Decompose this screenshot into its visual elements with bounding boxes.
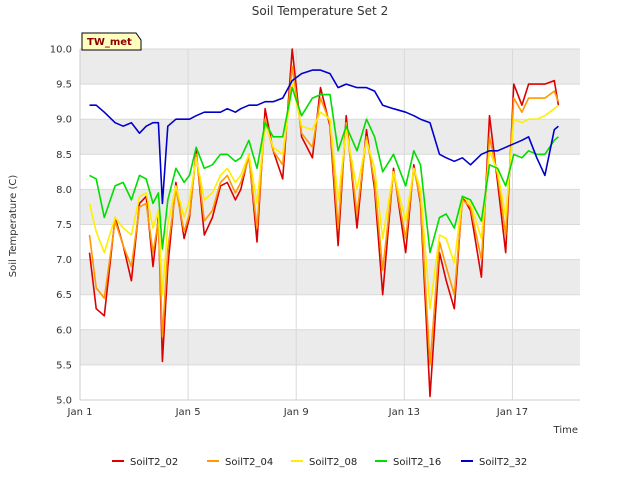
x-tick-label: Jan 9: [283, 407, 309, 418]
legend-label: SoilT2_02: [130, 457, 178, 468]
y-axis-ticks: 5.0 5.5 6.0 6.5 7.0 7.5 8.0 8.5 9.0 9.5 10.0: [50, 45, 72, 407]
legend-label: SoilT2_16: [393, 457, 441, 468]
legend-item: SoilT2_08: [291, 457, 357, 468]
series-line-soilt2-08: [88, 83, 559, 310]
y-tick-label: 7.0: [56, 255, 72, 266]
y-tick-label: 6.0: [56, 325, 72, 336]
legend-label: SoilT2_08: [309, 457, 357, 468]
y-tick-label: 10.0: [50, 45, 72, 56]
x-axis-ticks: Jan 1 Jan 5 Jan 9 Jan 13 Jan 17: [67, 407, 529, 418]
y-tick-label: 9.0: [56, 115, 72, 126]
data-series: [88, 48, 560, 398]
station-label-background: [81, 32, 142, 51]
x-axis-title: Time: [553, 425, 578, 436]
legend-item: SoilT2_16: [375, 457, 441, 468]
legend: SoilT2_02 SoilT2_04 SoilT2_08 SoilT2_16 Soil…: [112, 457, 527, 468]
chart-title: Soil Temperature Set 2: [252, 4, 388, 18]
x-tick-label: Jan 5: [175, 407, 201, 418]
y-tick-label: 8.0: [56, 185, 72, 196]
x-tick-label: Jan 1: [67, 407, 93, 418]
legend-label: SoilT2_04: [225, 457, 273, 468]
y-tick-label: 9.5: [56, 80, 72, 91]
background-band: [80, 259, 580, 295]
legend-item: SoilT2_04: [207, 457, 273, 468]
y-tick-label: 8.5: [56, 150, 72, 161]
x-tick-label: Jan 17: [496, 407, 528, 418]
series-line-soilt2-32: [89, 69, 559, 205]
x-tick-label: Jan 13: [388, 407, 420, 418]
legend-item: SoilT2_32: [461, 457, 527, 468]
y-tick-label: 5.5: [56, 360, 72, 371]
y-tick-label: 6.5: [56, 290, 72, 301]
background-band: [80, 329, 580, 365]
legend-item: SoilT2_02: [112, 457, 178, 468]
station-label: TW_met: [87, 37, 132, 48]
axes: [79, 49, 580, 401]
y-tick-label: 7.5: [56, 220, 72, 231]
legend-label: SoilT2_32: [479, 457, 527, 468]
station-label-box: TW_met: [81, 32, 142, 51]
background-band: [80, 49, 580, 85]
series-line-soilt2-16: [89, 86, 559, 254]
y-axis-title: Soil Temperature (C): [8, 175, 19, 278]
series-line-soilt2-04: [88, 65, 560, 366]
y-tick-label: 5.0: [56, 396, 72, 407]
